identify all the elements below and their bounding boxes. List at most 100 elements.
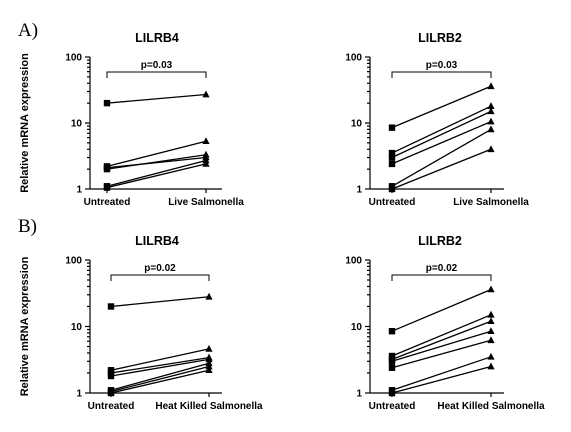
data-point-triangle (487, 145, 495, 153)
series-7 (388, 362, 495, 397)
data-point-square (388, 364, 396, 371)
series-4 (388, 327, 495, 365)
data-point-triangle (202, 90, 210, 98)
data-point-square (388, 185, 396, 193)
significance-bracket (391, 274, 492, 281)
significance-bracket (391, 71, 492, 78)
y-tick-label: 100 (65, 53, 82, 64)
series-5 (388, 336, 495, 371)
series-line (110, 357, 210, 374)
data-point-triangle (205, 366, 213, 374)
charts: LILRB4 Relative mRNA expression 1 10 100 Untr… (19, 31, 545, 412)
data-point-triangle (487, 285, 495, 293)
data-point-square (388, 160, 396, 168)
series-1 (388, 82, 495, 131)
data-point-triangle (487, 82, 495, 90)
data-point-triangle (487, 317, 495, 325)
p-value-label: p=0.03 (141, 60, 173, 71)
chart-title: LILRB4 (135, 31, 179, 45)
series-3 (388, 317, 495, 363)
x-tick-label: Heat Killed Salmonella (155, 401, 263, 412)
series-line (106, 93, 207, 104)
series-line (391, 330, 492, 362)
data-point-square (103, 184, 111, 191)
x-tick-label: Live Salmonella (453, 197, 529, 208)
series-line (391, 365, 492, 394)
panel-letter-a: A) (18, 20, 38, 41)
data-point-square (103, 99, 111, 107)
x-tick-label: Heat Killed Salmonella (437, 401, 545, 412)
chart-4: LILRB2 1 10 100 Untreated Heat Killed Salmone… (345, 234, 545, 412)
series-line (110, 365, 210, 393)
data-point-triangle (205, 292, 213, 300)
data-point-square (388, 389, 396, 397)
data-point-square (388, 327, 396, 335)
x-tick-label: Untreated (88, 401, 135, 412)
chart-2: LILRB2 1 10 100 Untreated Live Salmonella p=0.… (345, 31, 529, 208)
y-tick-label: 10 (351, 119, 363, 130)
series-1 (388, 285, 495, 335)
data-point-triangle (205, 362, 213, 370)
series-6 (388, 145, 495, 193)
series-6 (103, 159, 210, 191)
y-tick-label: 100 (65, 256, 82, 267)
y-tick-label: 100 (345, 256, 362, 267)
series-2 (103, 137, 210, 170)
data-point-triangle (205, 344, 213, 352)
data-point-triangle (487, 327, 495, 334)
data-point-triangle (487, 336, 495, 344)
x-tick-label: Untreated (84, 197, 131, 208)
data-point-square (388, 124, 396, 131)
data-point-square (107, 303, 115, 310)
series-line (110, 369, 210, 394)
chart-title: LILRB2 (418, 31, 462, 45)
y-tick-label: 10 (351, 322, 363, 333)
y-tick-label: 1 (356, 389, 362, 400)
y-tick-label: 10 (71, 322, 83, 333)
series-line (106, 159, 207, 187)
series-line (391, 339, 492, 369)
chart-title: LILRB2 (418, 234, 462, 248)
series-line (391, 110, 492, 159)
series-line (391, 121, 492, 165)
series-line (106, 163, 207, 189)
series-3 (388, 107, 495, 161)
significance-bracket (106, 71, 207, 78)
series-line (106, 140, 207, 168)
y-tick-label: 10 (71, 119, 83, 130)
data-point-square (388, 358, 396, 365)
chart-3: LILRB4 Relative mRNA expression 1 10 100 Untr… (19, 234, 263, 412)
series-line (110, 358, 210, 377)
significance-bracket (110, 274, 210, 281)
p-value-label: p=0.02 (144, 263, 176, 274)
y-tick-label: 1 (76, 389, 82, 400)
y-axis-label: Relative mRNA expression (19, 53, 31, 193)
data-point-triangle (487, 102, 495, 109)
series-line (391, 320, 492, 361)
data-point-triangle (202, 137, 210, 144)
data-point-triangle (202, 159, 210, 167)
data-point-triangle (487, 125, 495, 133)
data-point-square (388, 149, 396, 157)
data-point-square (388, 154, 396, 161)
series-line (110, 348, 210, 371)
x-tick-label: Live Salmonella (168, 197, 244, 208)
data-point-triangle (487, 362, 495, 370)
series-7 (107, 366, 213, 397)
series-4 (107, 355, 213, 380)
data-point-triangle (487, 352, 495, 360)
series-line (391, 314, 492, 357)
p-value-label: p=0.03 (426, 60, 458, 71)
chart-title: LILRB4 (135, 234, 179, 248)
series-4 (388, 117, 495, 168)
data-point-square (107, 389, 115, 397)
series-line (110, 296, 210, 308)
data-point-triangle (487, 117, 495, 125)
chart-1: LILRB4 Relative mRNA expression 1 10 100 Untr… (19, 31, 244, 208)
series-1 (107, 292, 213, 310)
data-point-square (103, 164, 111, 171)
data-point-square (388, 352, 396, 360)
series-line (391, 128, 492, 187)
data-point-triangle (205, 355, 213, 363)
panel-letter-b: B) (18, 216, 37, 237)
